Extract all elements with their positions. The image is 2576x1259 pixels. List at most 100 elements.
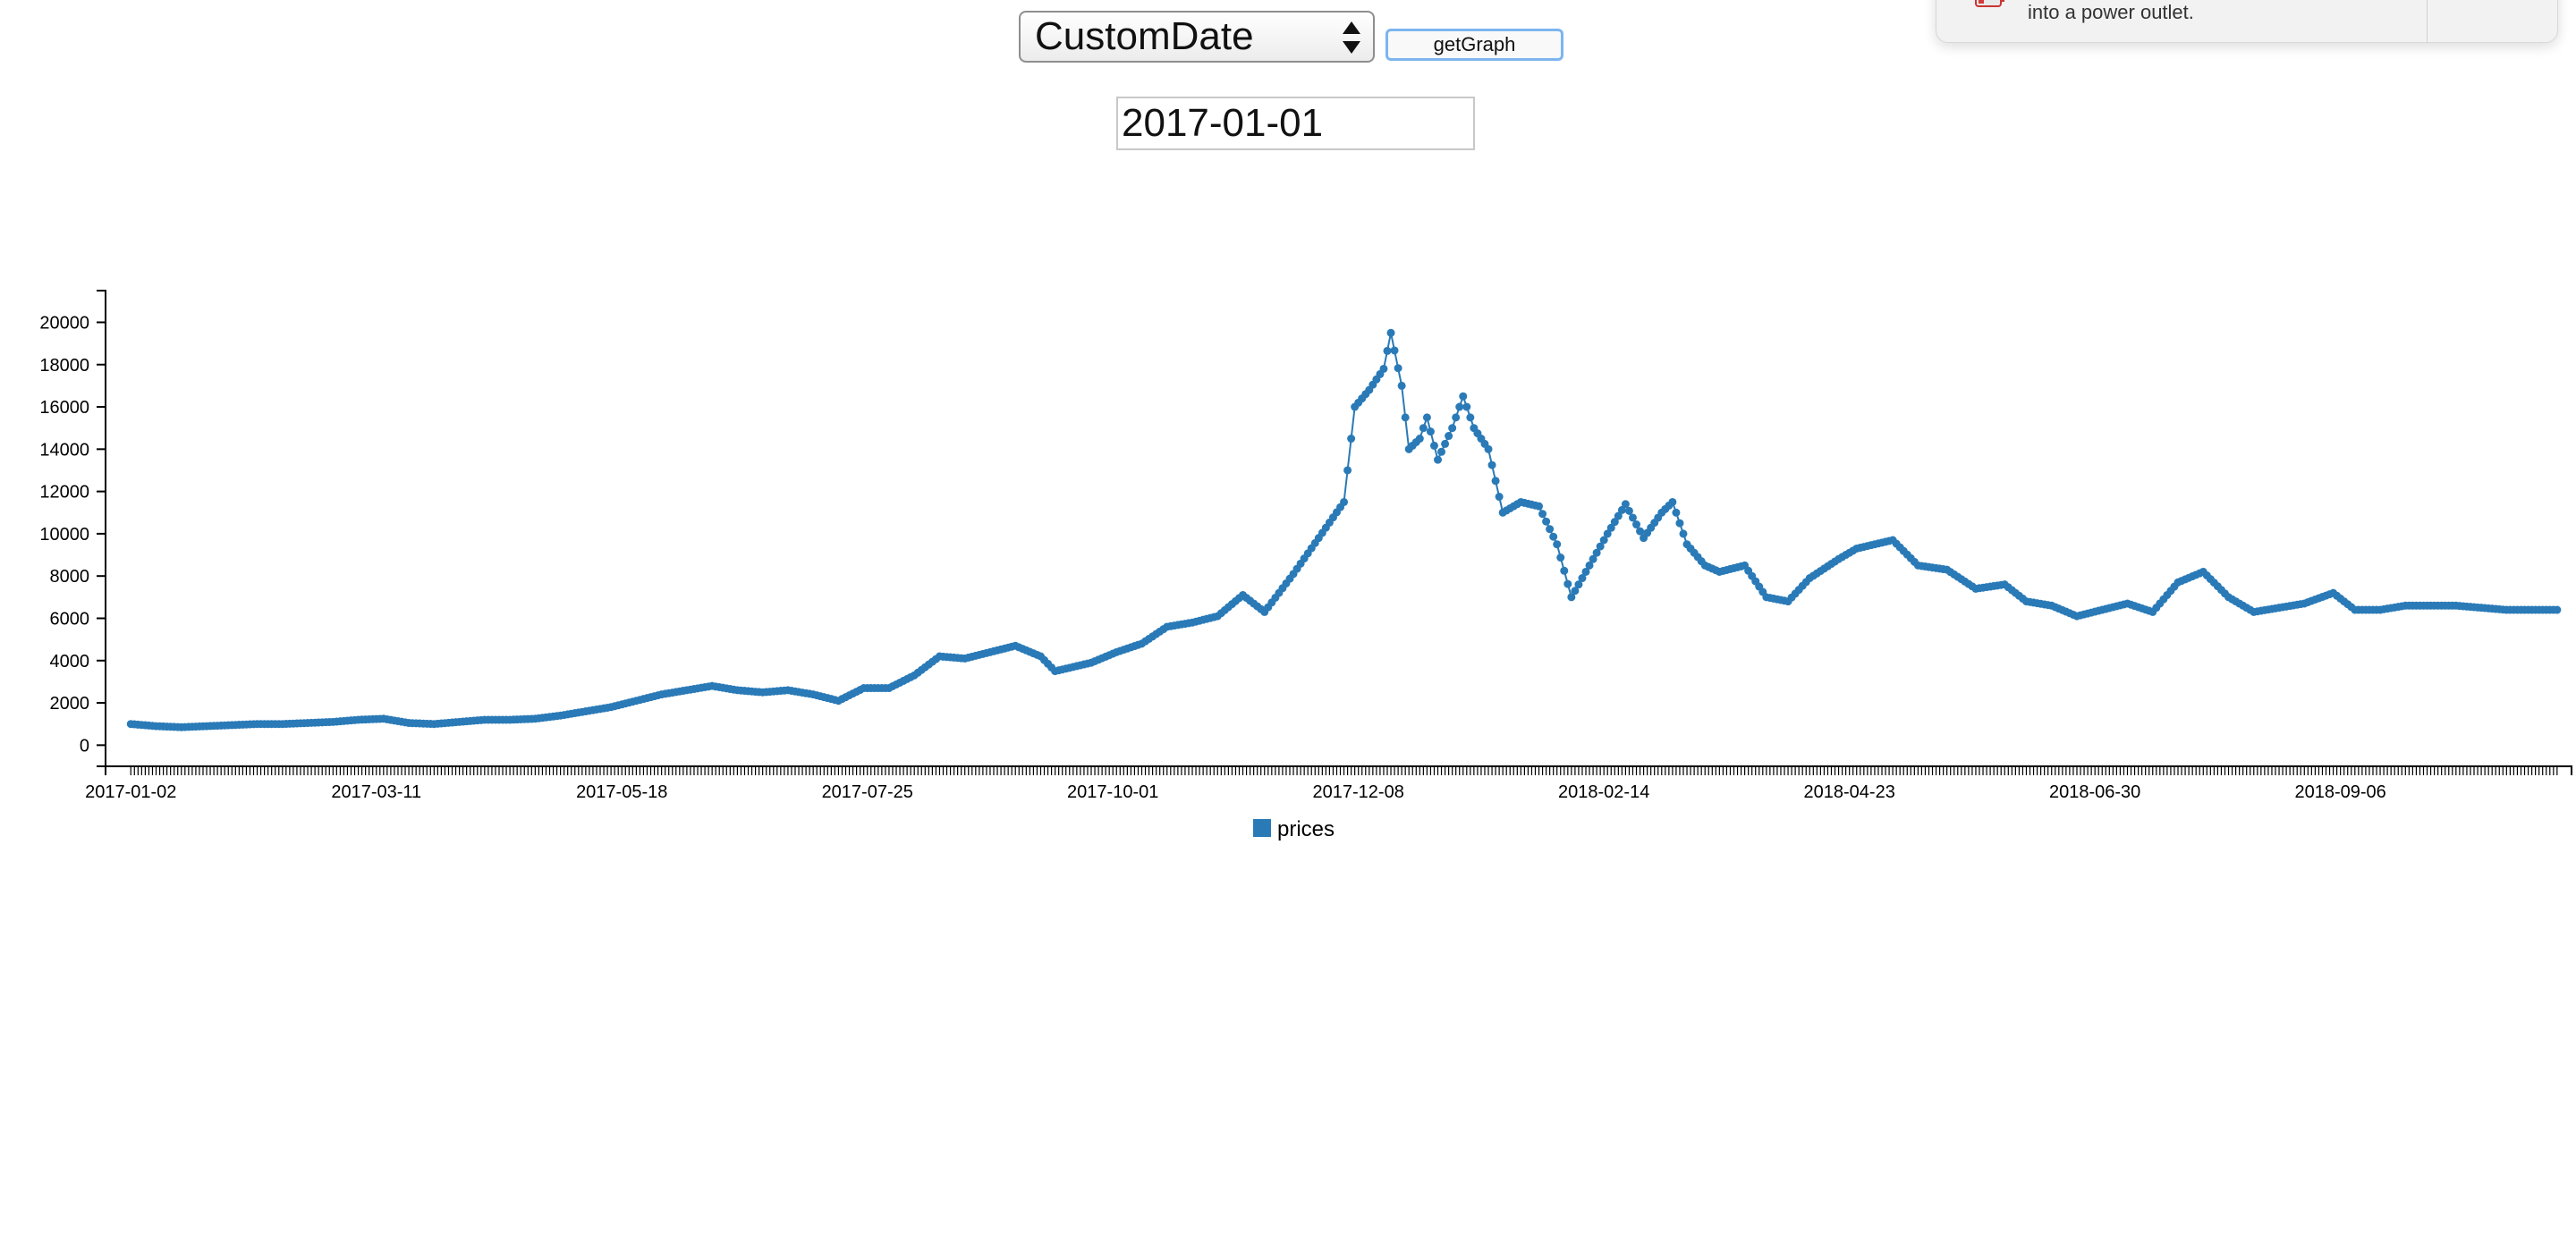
y-tick-label: 0	[80, 736, 89, 756]
data-point	[1538, 510, 1547, 519]
data-point	[1394, 364, 1402, 373]
data-point	[1419, 424, 1428, 433]
data-point	[1343, 466, 1352, 475]
y-tick-label: 10000	[39, 525, 89, 545]
data-point	[1452, 413, 1461, 422]
notification-divider	[2427, 0, 2428, 42]
y-tick-label: 2000	[50, 694, 90, 714]
x-tick-label: 2018-06-30	[2049, 782, 2140, 802]
legend-label-prices: prices	[1277, 817, 1335, 841]
data-point	[1347, 435, 1356, 444]
data-point	[1585, 561, 1594, 570]
x-tick-label: 2017-05-18	[576, 782, 667, 802]
data-point	[1426, 427, 1435, 436]
series-line-prices	[131, 333, 2557, 729]
data-point	[1567, 593, 1576, 602]
data-point	[1484, 444, 1493, 453]
data-point	[1441, 439, 1450, 448]
data-point	[1455, 402, 1464, 411]
data-point	[1675, 519, 1684, 528]
y-tick-label: 4000	[50, 652, 90, 672]
data-point	[1596, 542, 1605, 551]
data-point	[1542, 517, 1551, 526]
data-point	[1592, 548, 1601, 557]
x-axis: 2017-01-02 2017-03-11 2017-05-18 2017-07-25…	[85, 765, 2572, 802]
data-point	[1445, 432, 1453, 441]
series-markers-prices	[126, 328, 2562, 731]
data-point	[1556, 553, 1565, 562]
data-point	[1462, 402, 1471, 411]
data-point	[1621, 500, 1630, 509]
data-point	[1546, 525, 1555, 534]
data-point	[1390, 346, 1399, 355]
data-point	[1563, 579, 1572, 588]
select-arrows-icon	[1343, 21, 1360, 54]
data-point	[1668, 497, 1677, 506]
x-tick-label: 2018-04-23	[1804, 782, 1895, 802]
data-point	[1386, 328, 1395, 337]
x-minor-ticks	[130, 766, 2558, 775]
data-point	[1581, 567, 1590, 576]
data-point	[1599, 536, 1608, 545]
data-point	[1553, 540, 1562, 549]
data-point	[1606, 523, 1615, 532]
legend: prices	[1253, 817, 1335, 841]
y-tick-label: 20000	[39, 313, 89, 333]
x-tick-label: 2017-07-25	[822, 782, 913, 802]
x-tick-label: 2017-01-02	[85, 782, 176, 802]
y-axis-line	[97, 290, 106, 767]
data-point	[1560, 566, 1569, 575]
data-point	[1491, 477, 1500, 486]
data-point	[1437, 447, 1446, 456]
legend-swatch-prices	[1253, 819, 1271, 837]
range-select-value: CustomDate	[1035, 14, 1254, 58]
data-point	[1610, 518, 1619, 527]
data-point	[1571, 587, 1580, 596]
data-point	[1578, 574, 1587, 583]
data-point	[1549, 532, 1558, 541]
data-point	[1614, 511, 1623, 520]
x-axis-line	[105, 765, 2572, 775]
x-tick-label: 2018-02-14	[1558, 782, 1649, 802]
x-tick-label: 2018-09-06	[2295, 782, 2386, 802]
y-tick-label: 6000	[50, 609, 90, 629]
data-point	[1679, 529, 1688, 538]
notification-banner[interactable]: into a power outlet.	[1936, 0, 2558, 43]
y-tick-label: 12000	[39, 483, 89, 503]
data-point	[1487, 461, 1496, 469]
data-point	[1466, 413, 1475, 422]
data-point	[1628, 513, 1637, 522]
data-point	[1422, 413, 1431, 422]
y-tick-label: 14000	[39, 440, 89, 460]
data-point	[1383, 346, 1392, 355]
x-tick-label: 2017-12-08	[1313, 782, 1404, 802]
data-point	[1636, 527, 1645, 536]
data-point	[1535, 502, 1544, 511]
data-point	[1415, 435, 1424, 444]
data-point	[1603, 529, 1612, 538]
y-tick-label: 8000	[50, 567, 90, 587]
data-point	[1617, 505, 1626, 514]
notification-text: into a power outlet.	[2028, 1, 2194, 23]
x-tick-label: 2017-10-01	[1067, 782, 1158, 802]
data-point	[1574, 580, 1583, 589]
data-point	[1495, 493, 1504, 502]
range-select[interactable]: CustomDate	[1019, 11, 1375, 63]
battery-icon	[1975, 0, 2004, 7]
data-point	[1448, 424, 1457, 433]
get-graph-button[interactable]: getGraph	[1385, 29, 1563, 61]
data-point	[1379, 364, 1388, 373]
data-point	[2553, 605, 2562, 614]
x-tick-label: 2017-03-11	[331, 782, 421, 802]
data-point	[1434, 455, 1443, 464]
data-point	[1459, 392, 1468, 401]
series-layer	[126, 328, 2562, 731]
y-tick-label: 18000	[39, 356, 89, 376]
data-point	[1429, 441, 1438, 450]
data-point	[1632, 520, 1641, 529]
data-point	[1589, 554, 1597, 563]
data-point	[1401, 413, 1410, 422]
date-input[interactable]	[1116, 97, 1475, 150]
data-point	[1397, 381, 1406, 390]
